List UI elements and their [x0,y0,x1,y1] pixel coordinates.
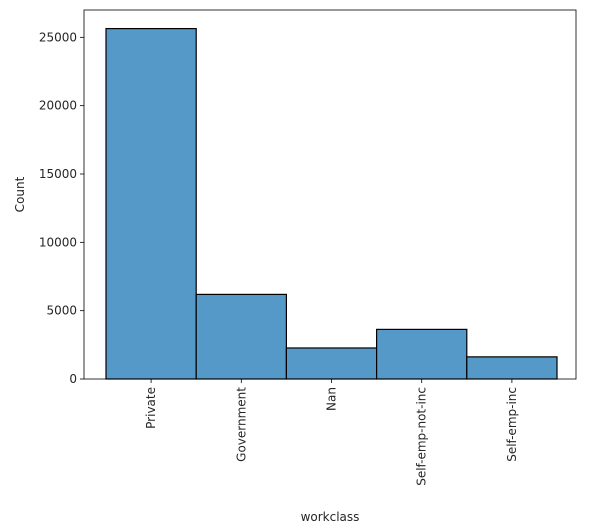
y-axis-label: Count [13,176,27,212]
y-tick-label: 10000 [39,235,77,249]
y-tick-label: 20000 [39,99,77,113]
y-tick-label: 5000 [46,304,77,318]
bars-group [105,27,558,380]
x-tick-label: Private [144,387,158,429]
bar-private [105,27,197,380]
x-axis-label: workclass [301,510,360,524]
x-axis-ticks: Private Government Nan Self-emp-not-inc Self… [144,379,519,486]
x-tick-label: Self-emp-inc [505,387,519,462]
x-tick-label: Nan [325,387,339,411]
x-tick-label: Self-emp-not-inc [415,387,429,486]
y-axis-ticks: 0 5000 10000 15000 20000 25000 [39,30,84,386]
x-tick-label: Government [234,387,248,462]
bar-government [195,293,287,380]
bar-self-emp-not-inc [376,328,468,380]
plot-frame [83,9,577,380]
y-tick-label: 0 [69,372,77,386]
y-tick-label: 25000 [39,30,77,44]
y-tick-label: 15000 [39,167,77,181]
bar-self-emp-inc [466,356,558,380]
bar-nan [285,347,378,380]
